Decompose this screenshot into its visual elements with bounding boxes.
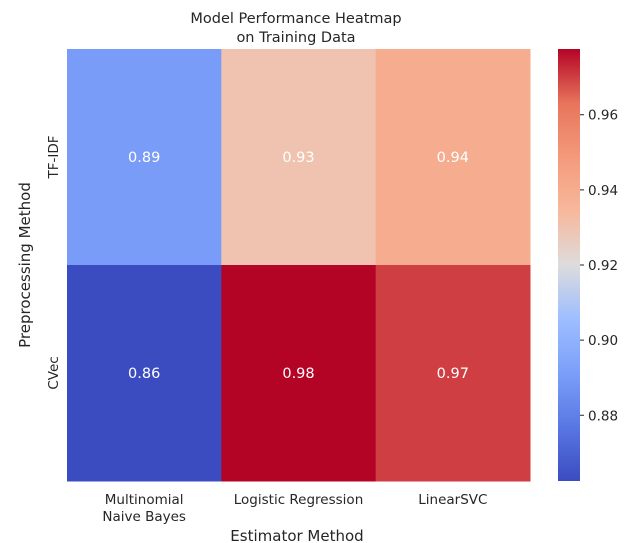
- heatmap-cell: [67, 265, 222, 482]
- x-axis-tick-labels: Multinomial Naive Bayes Logistic Regressio…: [102, 492, 487, 525]
- chart-title-line-2: on Training Data: [236, 30, 355, 46]
- y-tick-label: TF-IDF: [46, 135, 62, 179]
- colorbar-tick-label: 0.94: [588, 183, 618, 199]
- colorbar-tick-label: 0.90: [588, 333, 618, 349]
- y-axis-tick-labels: TF-IDF CVec: [46, 135, 62, 389]
- colorbar-ticks: 0.88 0.90 0.92 0.94 0.96: [580, 108, 618, 424]
- x-tick-label: Multinomial Naive Bayes: [102, 492, 186, 525]
- colorbar-gradient: [558, 49, 580, 481]
- cell-value-label: 0.98: [282, 366, 314, 382]
- heatmap-cell: [221, 49, 377, 266]
- heatmap-cell: [67, 49, 222, 266]
- y-axis-label: Preprocessing Method: [16, 182, 34, 348]
- y-tick-label: CVec: [46, 356, 62, 389]
- heatmap-cell: [375, 265, 531, 482]
- heatmap-cell-labels: 0.89 0.93 0.94 0.86 0.98 0.97: [128, 150, 469, 382]
- chart-title: Model Performance Heatmap on Training Da…: [190, 11, 401, 46]
- colorbar-tick-label: 0.96: [588, 108, 618, 124]
- x-tick-label: LinearSVC: [418, 492, 487, 508]
- cell-value-label: 0.97: [437, 366, 469, 382]
- x-tick-label: Logistic Regression: [234, 492, 364, 508]
- colorbar: 0.88 0.90 0.92 0.94 0.96: [558, 49, 618, 481]
- cell-value-label: 0.94: [437, 150, 469, 166]
- heatmap-cell: [221, 265, 377, 482]
- cell-value-label: 0.89: [128, 150, 160, 166]
- chart-title-line-1: Model Performance Heatmap: [190, 11, 401, 27]
- colorbar-tick-label: 0.88: [588, 408, 618, 424]
- x-axis-label: Estimator Method: [230, 527, 363, 543]
- heatmap-cell: [375, 49, 531, 266]
- cell-value-label: 0.93: [282, 150, 314, 166]
- colorbar-tick-label: 0.92: [588, 258, 618, 274]
- cell-value-label: 0.86: [128, 366, 160, 382]
- heatmap-cells: [67, 49, 531, 482]
